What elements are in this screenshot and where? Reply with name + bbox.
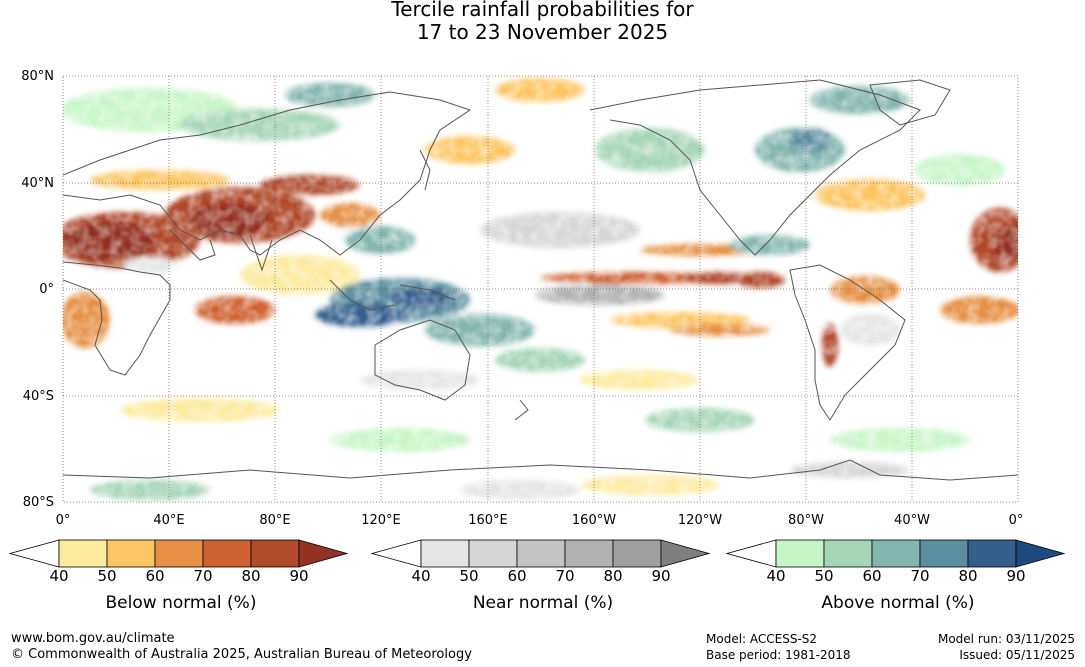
near-colorbar-segment: [468, 539, 518, 568]
map-frame: [62, 75, 1019, 503]
lon-label-0: 0°: [55, 513, 71, 528]
colorbar-near-normal: [370, 539, 711, 568]
lat-label-80n: 80°N: [21, 69, 54, 84]
above-colorbar-segment: [967, 539, 1017, 568]
map-title-line-2: 17 to 23 November 2025: [416, 20, 669, 44]
colorbar-below-normal: [8, 539, 349, 568]
near-colorbar-segment: [564, 539, 614, 568]
graticule: [63, 76, 1018, 502]
near-colorbar-segment: [420, 539, 470, 568]
near-colorbar-segment: [612, 539, 662, 568]
above-colorbar-segment: [919, 539, 969, 568]
lat-label-40n: 40°N: [21, 176, 54, 191]
lon-label-120w: 120°W: [677, 513, 723, 528]
below-normal-label: Below normal (%): [105, 593, 257, 613]
lon-label-120e: 120°E: [361, 513, 401, 528]
below-tick-60: 60: [145, 567, 165, 585]
lon-label-80e: 80°E: [259, 513, 291, 528]
below-colorbar-min-triangle: [8, 539, 60, 568]
above-tick-50: 50: [814, 567, 834, 585]
lon-label-40e: 40°E: [153, 513, 185, 528]
lon-label-160w: 160°W: [571, 513, 617, 528]
website-link[interactable]: www.bom.gov.au/climate: [11, 631, 175, 646]
below-tick-50: 50: [97, 567, 117, 585]
base-period: Base period: 1981-2018: [706, 648, 851, 662]
near-tick-60: 60: [507, 567, 527, 585]
near-tick-80: 80: [603, 567, 623, 585]
above-tick-70: 70: [910, 567, 930, 585]
below-colorbar-max-triangle: [298, 539, 349, 568]
near-tick-70: 70: [555, 567, 575, 585]
near-tick-90: 90: [651, 567, 671, 585]
above-colorbar-segment: [823, 539, 873, 568]
lon-label-40w: 40°W: [894, 513, 930, 528]
issued-date: Issued: 05/11/2025: [959, 648, 1075, 662]
below-colorbar-segment: [58, 539, 108, 568]
below-tick-80: 80: [241, 567, 261, 585]
below-colorbar-segment: [202, 539, 252, 568]
above-colorbar-segment: [871, 539, 921, 568]
above-colorbar-min-triangle: [725, 539, 777, 568]
colorbar-above-normal: [725, 539, 1066, 568]
below-colorbar-segment: [154, 539, 204, 568]
lon-label-160e: 160°E: [468, 513, 508, 528]
copyright-text: © Commonwealth of Australia 2025, Austra…: [11, 647, 472, 662]
lat-label-80s: 80°S: [22, 495, 54, 510]
near-colorbar-min-triangle: [370, 539, 422, 568]
below-tick-70: 70: [193, 567, 213, 585]
above-colorbar-segment: [775, 539, 825, 568]
lon-label-0-east: 0°: [1008, 513, 1024, 528]
map-title-line-1: Tercile rainfall probabilities for: [391, 0, 694, 21]
model-run-date: Model run: 03/11/2025: [937, 632, 1075, 646]
below-colorbar-segment: [250, 539, 300, 568]
lat-label-0: 0°: [39, 282, 54, 297]
near-colorbar-segment: [516, 539, 566, 568]
near-normal-label: Near normal (%): [472, 593, 614, 613]
above-tick-60: 60: [862, 567, 882, 585]
coastlines: [63, 79, 1018, 481]
above-tick-40: 40: [766, 567, 786, 585]
model-name: Model: ACCESS-S2: [706, 632, 818, 646]
below-colorbar-segment: [106, 539, 156, 568]
lon-label-80w: 80°W: [788, 513, 824, 528]
near-tick-40: 40: [411, 567, 431, 585]
near-colorbar-max-triangle: [660, 539, 711, 568]
below-tick-40: 40: [49, 567, 69, 585]
near-tick-50: 50: [459, 567, 479, 585]
above-tick-80: 80: [958, 567, 978, 585]
below-tick-90: 90: [289, 567, 309, 585]
above-colorbar-max-triangle: [1015, 539, 1066, 568]
above-normal-label: Above normal (%): [821, 593, 975, 613]
rainfall-probability-map: [62, 75, 1019, 503]
lat-label-40s: 40°S: [22, 389, 54, 404]
above-tick-90: 90: [1006, 567, 1026, 585]
